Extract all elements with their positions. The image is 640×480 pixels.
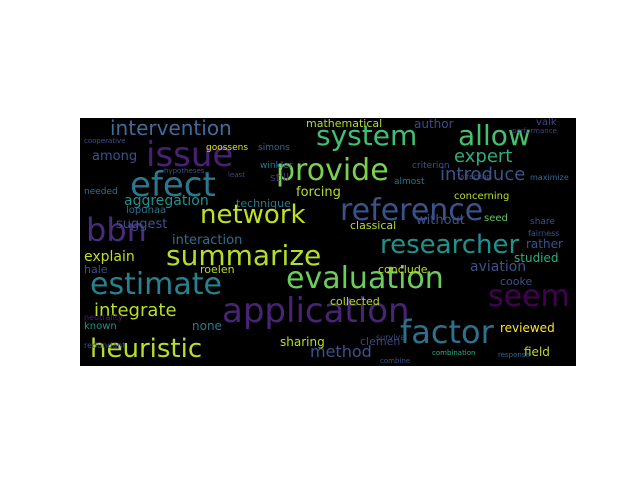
cloud-word: combination [432, 349, 476, 357]
cloud-word: lopuhaa [126, 205, 167, 216]
cloud-word: survival [376, 333, 408, 342]
cloud-word: collected [330, 295, 380, 308]
cloud-word: studied [514, 251, 559, 265]
cloud-word: reference [340, 193, 484, 228]
cloud-word: integrate [94, 300, 177, 321]
cloud-word: application [222, 291, 410, 331]
cloud-word: winkler [260, 161, 293, 171]
cloud-word: aviation [470, 259, 527, 275]
cloud-word: roelen [200, 263, 235, 276]
cloud-word: provide [276, 153, 389, 188]
cloud-word: clemen [360, 335, 401, 348]
cloud-word: criterion [412, 161, 450, 171]
cloud-word: sharing [280, 335, 325, 349]
cloud-word: cooperative [84, 137, 126, 145]
cloud-word: goossens [206, 143, 249, 153]
cloud-word: allow [458, 119, 531, 152]
cloud-word: hypotheses [164, 167, 205, 175]
cloud-word: redundant [84, 341, 126, 350]
cloud-word: neutrality [84, 313, 123, 322]
cloud-word: needed [84, 187, 118, 197]
cloud-word: rather [526, 237, 563, 251]
cloud-word: cooke [500, 275, 533, 288]
cloud-word: factor [400, 313, 494, 351]
cloud-word: still [270, 171, 290, 184]
cloud-word: field [524, 345, 550, 359]
cloud-word: classical [350, 219, 397, 232]
cloud-word: method [310, 342, 372, 361]
cloud-word: heuristic [90, 334, 203, 364]
cloud-word: expert [454, 146, 513, 167]
cloud-word: fairness [528, 229, 560, 238]
cloud-word: estimate [90, 267, 223, 302]
cloud-word: intervention [110, 118, 232, 140]
cloud-word: issue [146, 135, 234, 175]
cloud-word: network [200, 200, 306, 230]
cloud-word: seem [488, 279, 570, 314]
cloud-word: among [92, 149, 138, 164]
cloud-word: forcing [296, 185, 341, 200]
cloud-word: author [414, 118, 454, 131]
cloud-word: summarize [166, 239, 322, 272]
cloud-word: combine [380, 357, 411, 365]
cloud-word: bbn [86, 211, 147, 249]
cloud-word: valk [536, 118, 557, 128]
cloud-word: hale [84, 263, 108, 276]
cloud-word: explain [84, 249, 135, 265]
cloud-word: concerning [454, 191, 510, 202]
cloud-word: maximize [530, 173, 569, 182]
cloud-word: share [530, 217, 555, 227]
cloud-word: least [228, 171, 245, 179]
cloud-word: known [84, 321, 117, 332]
cloud-word: none [192, 319, 222, 333]
cloud-word: response [498, 351, 530, 359]
cloud-word: conclude [378, 263, 428, 276]
cloud-word: introduce [440, 164, 526, 185]
cloud-word: mathematical [306, 118, 383, 130]
cloud-word: researcher [380, 230, 520, 260]
cloud-word: efect [130, 165, 216, 205]
cloud-word: system [316, 119, 418, 152]
cloud-word: seed [484, 213, 508, 224]
cloud-word: performance [512, 127, 557, 135]
cloud-word: technique [236, 197, 291, 210]
cloud-word: affecting [460, 173, 491, 181]
cloud-word: almost [394, 177, 425, 187]
word-cloud: intervention system allow issue provide efect… [80, 118, 576, 366]
cloud-word: suggest [116, 217, 168, 232]
cloud-word: reviewed [500, 321, 555, 335]
cloud-word: without [416, 213, 465, 228]
cloud-word: simons [258, 143, 290, 153]
cloud-word: aggregation [124, 193, 209, 209]
cloud-word: interaction [172, 233, 243, 248]
cloud-word: evaluation [286, 261, 444, 296]
